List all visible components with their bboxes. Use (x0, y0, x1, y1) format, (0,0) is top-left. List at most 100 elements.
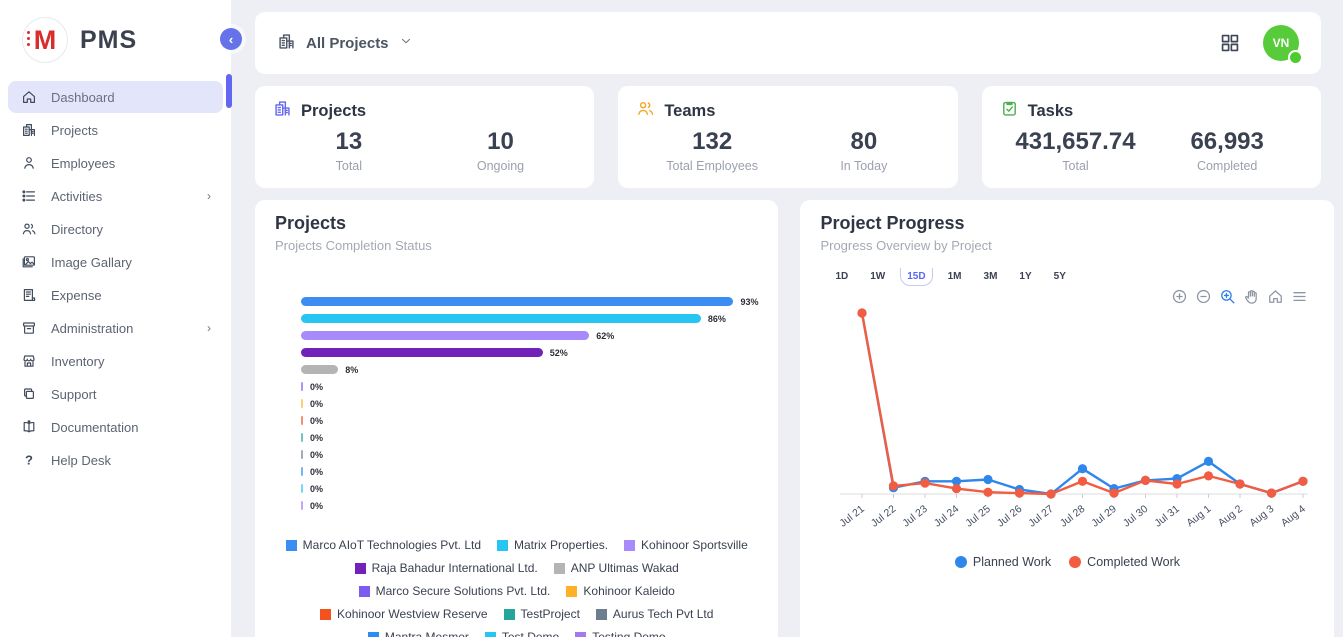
svg-text:?: ? (25, 453, 33, 468)
sidebar-item-help-desk[interactable]: ? Help Desk (8, 444, 223, 476)
legend-item[interactable]: Marco AIoT Technologies Pvt. Ltd (285, 538, 481, 552)
completion-bar[interactable] (301, 399, 303, 408)
stat-metric: 80 In Today (788, 128, 940, 173)
completion-bar-value: 0% (310, 466, 324, 477)
legend-item[interactable]: TestProject (503, 607, 580, 621)
sidebar-item-employees[interactable]: Employees (8, 147, 223, 179)
legend-item[interactable]: Raja Bahadur International Ltd. (354, 561, 538, 575)
completion-bar-value: 0% (310, 500, 324, 511)
sidebar-item-label: Documentation (51, 419, 139, 435)
range-button-1m[interactable]: 1M (947, 271, 962, 282)
svg-text:Jul 27: Jul 27 (1027, 503, 1057, 530)
stats-row: Projects 13 Total 10 Ongoing Teams 132 T… (255, 86, 1321, 188)
completion-bar[interactable] (301, 331, 590, 340)
svg-text:Jul 30: Jul 30 (1121, 503, 1151, 530)
legend-item[interactable]: ANP Ultimas Wakad (553, 561, 679, 575)
legend-item[interactable]: Aurus Tech Pvt Ltd (595, 607, 713, 621)
home-icon[interactable] (1267, 288, 1284, 305)
range-button-15d[interactable]: 15D (900, 267, 933, 286)
completion-bar[interactable] (301, 433, 303, 442)
sidebar-item-label: Help Desk (51, 452, 111, 468)
sidebar-item-support[interactable]: Support (8, 378, 223, 410)
sidebar-collapse-button[interactable]: ‹ (220, 28, 242, 50)
completion-bar[interactable] (301, 484, 303, 493)
legend-label: Test Demo (501, 630, 560, 637)
people-icon (636, 99, 655, 123)
sidebar-item-directory[interactable]: Directory (8, 213, 223, 245)
completion-bar-row: 0% (301, 412, 758, 429)
legend-swatch (367, 631, 379, 637)
completion-bar-value: 86% (707, 313, 726, 324)
series-legend-label: Completed Work (1087, 555, 1181, 569)
completion-bar[interactable] (301, 416, 303, 425)
line-chart-svg[interactable]: Jul 21 Jul 22 Jul 23 Jul 24 Jul 25 Jul 26 Jul … (822, 288, 1314, 550)
completion-bar-value: 93% (740, 296, 759, 307)
legend-label: Mantra Mesmer (384, 630, 469, 637)
legend-item[interactable]: Marco Secure Solutions Pvt. Ltd. (358, 584, 550, 598)
avatar-initials: VN (1272, 36, 1290, 50)
legend-item[interactable]: Kohinoor Westview Reserve (320, 607, 488, 621)
sidebar-item-administration[interactable]: Administration › (8, 312, 223, 344)
completion-bar[interactable] (301, 382, 303, 391)
legend-swatch (553, 562, 565, 574)
completion-bar-value: 0% (310, 381, 324, 392)
zoom-in-icon[interactable] (1171, 288, 1188, 305)
completion-bar-row: 0% (301, 463, 758, 480)
sidebar-item-label: Directory (51, 221, 104, 237)
range-button-1w[interactable]: 1W (870, 271, 886, 282)
legend-item[interactable]: Test Demo (484, 630, 560, 637)
legend-item[interactable]: Kohinoor Kaleido (566, 584, 675, 598)
sidebar-item-projects[interactable]: Projects (8, 114, 223, 146)
sidebar-item-inventory[interactable]: Inventory (8, 345, 223, 377)
legend-label: Matrix Properties. (514, 538, 609, 552)
sidebar-item-image-gallary[interactable]: Image Gallary (8, 246, 223, 278)
zoom-out-icon[interactable] (1195, 288, 1212, 305)
apps-grid-icon[interactable] (1219, 32, 1241, 54)
copy-icon (20, 386, 38, 402)
menu-icon[interactable] (1291, 288, 1308, 305)
completion-bar[interactable] (301, 297, 734, 306)
sidebar-item-activities[interactable]: Activities › (8, 180, 223, 212)
project-scope-dropdown[interactable]: All Projects (277, 32, 413, 55)
chevron-down-icon (399, 34, 413, 52)
completion-bar[interactable] (301, 501, 303, 510)
sidebar-item-label: Employees (51, 155, 116, 171)
series-legend-item[interactable]: Planned Work (954, 555, 1052, 569)
legend-item[interactable]: Mantra Mesmer (367, 630, 469, 637)
avatar[interactable]: VN (1263, 25, 1301, 63)
stat-card-tasks: Tasks 431,657.74 Total 66,993 Completed (981, 86, 1321, 188)
completion-bar-row: 0% (301, 446, 758, 463)
legend-item[interactable]: Matrix Properties. (497, 538, 608, 552)
sidebar-item-label: Administration (51, 320, 134, 336)
sidebar-item-documentation[interactable]: Documentation (8, 411, 223, 443)
legend-item[interactable]: Testing Demo (575, 630, 666, 637)
completion-bar-row: 93% (301, 293, 758, 310)
svg-text:Aug 4: Aug 4 (1279, 503, 1308, 529)
completion-bar-value: 0% (310, 483, 324, 494)
stat-metric: 431,657.74 Total (1000, 128, 1152, 173)
book-icon (20, 419, 38, 435)
completion-bar[interactable] (301, 348, 543, 357)
magnifier-icon[interactable] (1219, 288, 1236, 305)
completion-bar-value: 0% (310, 449, 324, 460)
series-legend-item[interactable]: Completed Work (1069, 555, 1180, 569)
completion-bar[interactable] (301, 467, 303, 476)
sidebar-item-dashboard[interactable]: Dashboard (8, 81, 223, 113)
range-button-1d[interactable]: 1D (835, 271, 849, 282)
range-button-1y[interactable]: 1Y (1019, 271, 1032, 282)
sidebar-item-label: Dashboard (51, 89, 115, 105)
sidebar-item-expense[interactable]: Expense (8, 279, 223, 311)
range-button-3m[interactable]: 3M (983, 271, 998, 282)
series-legend-label: Planned Work (972, 555, 1052, 569)
completion-bar[interactable] (301, 450, 303, 459)
sidebar-item-label: Support (51, 386, 97, 402)
completion-bar-value: 52% (549, 347, 568, 358)
pan-hand-icon[interactable] (1243, 288, 1260, 305)
completion-bar[interactable] (301, 314, 701, 323)
stat-card-header: Tasks (1000, 99, 1303, 123)
range-button-5y[interactable]: 5Y (1053, 271, 1066, 282)
sidebar-item-label: Projects (51, 122, 98, 138)
svg-text:Jul 24: Jul 24 (932, 503, 962, 530)
completion-bar[interactable] (301, 365, 339, 374)
legend-item[interactable]: Kohinoor Sportsville (624, 538, 748, 552)
